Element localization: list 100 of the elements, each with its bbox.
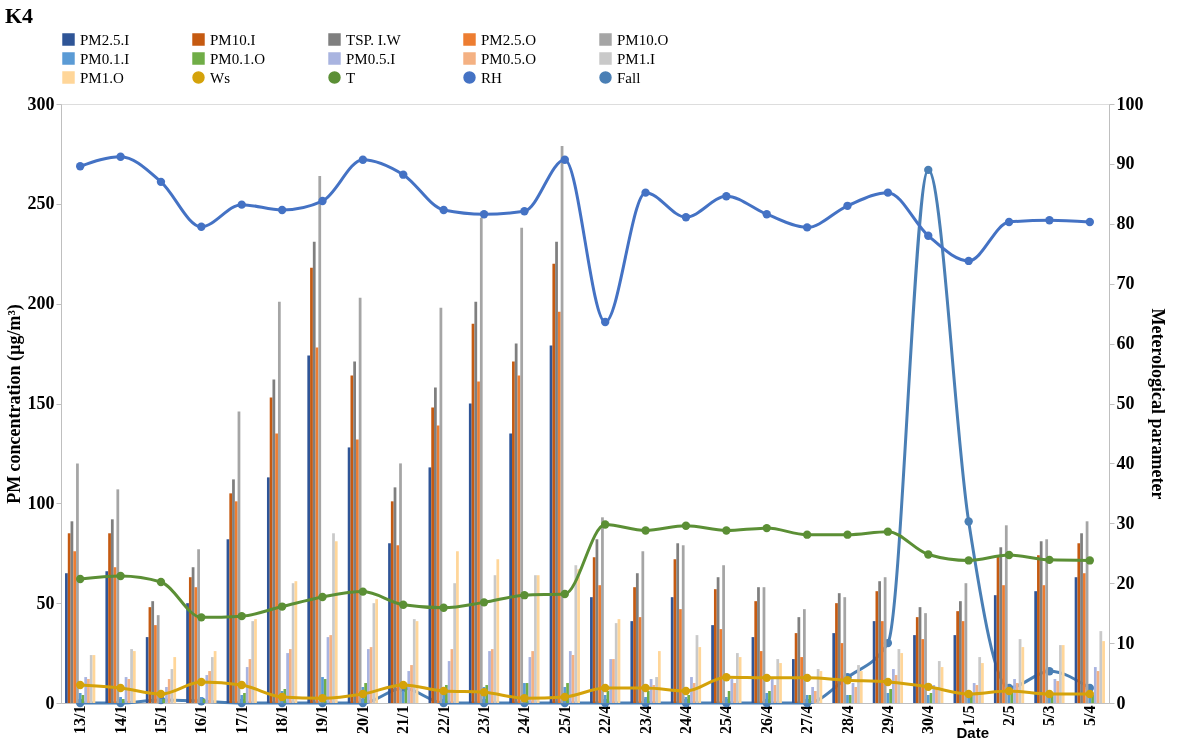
bar	[961, 621, 965, 703]
x-tick-label: 30/4	[919, 705, 937, 734]
point	[156, 689, 166, 699]
point	[762, 673, 771, 683]
bar	[173, 657, 177, 703]
x-tick-label: 22/1	[434, 705, 452, 734]
point	[601, 683, 610, 693]
bar	[722, 565, 725, 703]
bar	[1077, 543, 1081, 703]
point	[479, 598, 489, 607]
bar	[434, 387, 437, 703]
bar	[735, 653, 739, 703]
point	[802, 530, 812, 539]
point	[1085, 556, 1094, 565]
bar	[724, 697, 728, 703]
bar	[512, 361, 515, 703]
bar	[657, 651, 661, 703]
bar	[272, 379, 276, 703]
bar	[555, 241, 558, 703]
bar	[959, 601, 962, 703]
bar	[375, 599, 379, 703]
point	[237, 200, 246, 209]
bar	[145, 637, 149, 703]
bar	[681, 545, 685, 703]
bar	[1021, 647, 1025, 703]
legend-label: RH	[481, 69, 502, 86]
point	[439, 205, 448, 215]
bar	[208, 671, 211, 703]
bar	[410, 665, 413, 703]
bar	[603, 695, 607, 703]
legend-label: PM2.5.I	[80, 31, 130, 48]
point	[964, 556, 973, 565]
bar	[474, 301, 478, 703]
point	[560, 155, 569, 164]
bar	[802, 609, 806, 703]
bar	[892, 669, 895, 703]
point	[197, 677, 206, 687]
bar	[733, 683, 736, 703]
point	[479, 688, 489, 697]
bar	[286, 653, 289, 703]
bar	[245, 667, 249, 703]
bar	[552, 263, 556, 703]
bar	[407, 671, 411, 703]
bar	[353, 361, 356, 703]
bar	[592, 557, 596, 703]
bar	[759, 651, 763, 703]
x-tick-label: 20/1	[353, 705, 371, 734]
x-tick-label: 19/1	[313, 705, 331, 734]
bar	[356, 439, 359, 703]
bar	[188, 577, 192, 703]
x-tick-label: 23/1	[475, 705, 493, 734]
legend-label: PM1.I	[617, 50, 655, 67]
point	[802, 673, 812, 683]
legend-label: PM2.5.O	[481, 31, 537, 48]
point	[116, 571, 125, 581]
x-tick-label: 24/1	[515, 705, 533, 734]
point	[76, 680, 85, 690]
bar	[641, 551, 645, 703]
point	[924, 165, 933, 175]
point	[641, 188, 650, 197]
y2-tick-label: 70	[1116, 273, 1135, 294]
point	[358, 155, 368, 164]
point	[722, 526, 731, 535]
bar	[275, 433, 278, 703]
bar	[73, 551, 77, 703]
x-tick-label: 27/4	[798, 705, 816, 734]
bar	[730, 679, 734, 703]
point	[318, 592, 327, 602]
point	[318, 196, 327, 206]
bar	[719, 629, 723, 703]
bar	[875, 591, 879, 703]
bar	[843, 597, 847, 703]
x-tick-label: 21/1	[394, 705, 412, 734]
x-tick-label: 18/1	[273, 705, 291, 734]
bar	[601, 517, 604, 703]
bar	[509, 433, 513, 703]
bar	[477, 381, 480, 703]
point	[681, 521, 691, 530]
bar	[633, 587, 636, 703]
x-tick-label: 26/4	[757, 705, 775, 734]
point	[762, 523, 771, 533]
bar	[981, 663, 984, 703]
point	[197, 222, 206, 231]
bar	[105, 571, 109, 703]
bar	[698, 647, 702, 703]
y-axis-title: PM concentration (µg/m³)	[3, 304, 25, 504]
bar	[468, 403, 472, 703]
y2-tick-label: 90	[1116, 153, 1135, 174]
bar	[791, 659, 795, 703]
point	[520, 207, 529, 216]
legend-label: Ws	[210, 69, 231, 86]
bar	[644, 697, 647, 703]
bar	[646, 691, 650, 703]
bar	[453, 583, 457, 703]
bar	[520, 227, 524, 703]
bar	[401, 691, 405, 703]
bar	[399, 463, 402, 703]
x-tick-label: 17/1	[232, 705, 250, 734]
point	[358, 587, 368, 596]
bar	[800, 657, 803, 703]
